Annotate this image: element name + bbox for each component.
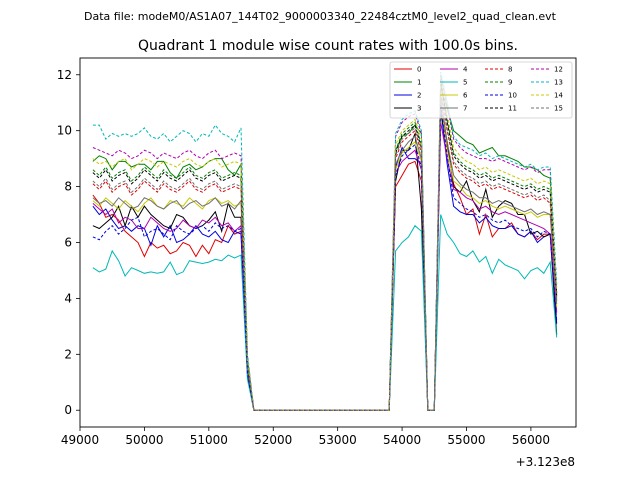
series-line-14 bbox=[92, 77, 558, 411]
legend-label-7: 7 bbox=[463, 105, 467, 113]
y-axis: 0 2 4 6 8 10 12 bbox=[57, 68, 80, 417]
legend-label-6: 6 bbox=[463, 92, 468, 100]
y-tick-label: 4 bbox=[64, 291, 72, 305]
x-axis: 49000 50000 51000 52000 53000 54000 55000 56000 bbox=[61, 427, 550, 447]
y-tick-label: 6 bbox=[64, 236, 72, 250]
legend-label-10: 10 bbox=[508, 92, 517, 100]
series-line-8 bbox=[92, 91, 558, 411]
y-tick-label: 10 bbox=[57, 124, 72, 138]
series-line-12 bbox=[92, 74, 558, 411]
legend-label-8: 8 bbox=[508, 66, 512, 74]
legend-label-11: 11 bbox=[508, 105, 517, 113]
series-line-6 bbox=[92, 102, 558, 411]
series-line-10 bbox=[92, 105, 558, 411]
x-tick-label: 49000 bbox=[61, 433, 99, 447]
series-line-7 bbox=[92, 97, 558, 411]
x-tick-label: 50000 bbox=[125, 433, 163, 447]
series-line-9 bbox=[92, 83, 558, 411]
y-tick-label: 0 bbox=[64, 403, 72, 417]
series-line-3 bbox=[92, 113, 558, 411]
series-line-4 bbox=[92, 122, 558, 411]
series-line-15 bbox=[92, 88, 558, 411]
data-file-label: Data file: modeM0/AS1A07_144T02_90000033… bbox=[84, 10, 557, 23]
y-tick-label: 12 bbox=[57, 68, 72, 82]
legend-label-14: 14 bbox=[554, 92, 563, 100]
series-line-0 bbox=[92, 102, 558, 411]
legend-label-0: 0 bbox=[417, 66, 421, 74]
legend-label-15: 15 bbox=[554, 105, 563, 113]
legend-label-2: 2 bbox=[417, 92, 421, 100]
legend-label-13: 13 bbox=[554, 79, 563, 87]
x-tick-label: 52000 bbox=[254, 433, 292, 447]
legend-label-12: 12 bbox=[554, 66, 563, 74]
plot-area bbox=[79, 57, 577, 428]
legend-frame bbox=[389, 61, 573, 119]
x-tick-label: 51000 bbox=[190, 433, 228, 447]
series-layer bbox=[92, 71, 558, 411]
series-line-11 bbox=[92, 80, 558, 411]
series-line-5 bbox=[92, 214, 558, 411]
legend-label-3: 3 bbox=[417, 105, 421, 113]
legend-label-5: 5 bbox=[463, 79, 467, 87]
x-tick-label: 54000 bbox=[383, 433, 421, 447]
y-tick-label: 2 bbox=[64, 347, 72, 361]
legend-label-9: 9 bbox=[508, 79, 512, 87]
x-offset-label: +3.123e8 bbox=[516, 455, 575, 469]
legend-label-1: 1 bbox=[417, 79, 421, 87]
x-tick-label: 53000 bbox=[319, 433, 357, 447]
y-tick-label: 8 bbox=[64, 180, 72, 194]
legend-label-4: 4 bbox=[463, 66, 468, 74]
x-tick-label: 56000 bbox=[512, 433, 550, 447]
series-line-13 bbox=[92, 71, 558, 411]
chart-title: Quadrant 1 module wise count rates with … bbox=[138, 38, 518, 54]
x-tick-label: 55000 bbox=[447, 433, 485, 447]
